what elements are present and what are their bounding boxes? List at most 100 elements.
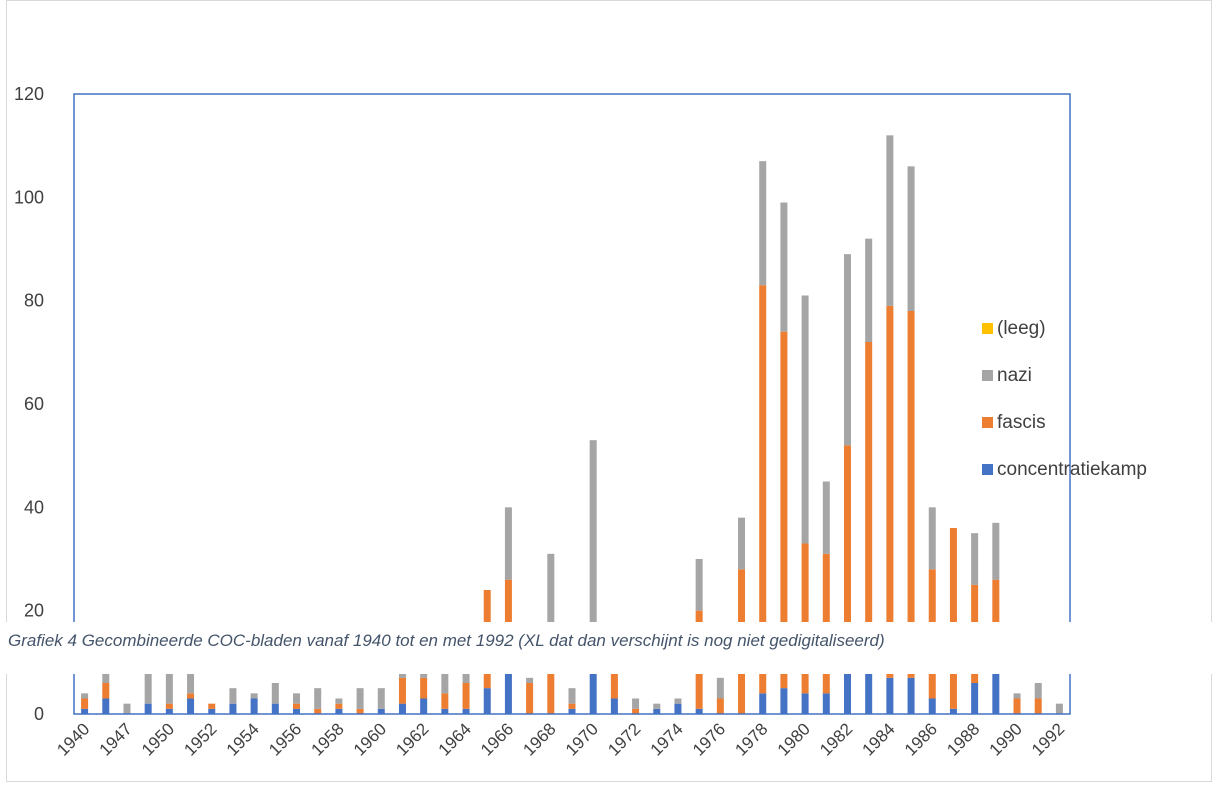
bar-segment-nazi-1951 (187, 672, 195, 694)
bar-segment-nazi-1972 (632, 698, 640, 709)
bar-segment-nazi-1957 (314, 688, 322, 709)
bar-segment-concentratiekamp-1985 (907, 677, 915, 714)
x-tick-label: 1960 (350, 719, 390, 759)
bar-segment-concentratiekamp-1965 (483, 688, 491, 714)
bar-segment-concentratiekamp-1975 (695, 708, 703, 714)
bar-segment-nazi-1969 (568, 688, 576, 704)
bar-segment-concentratiekamp-1951 (187, 698, 195, 714)
bar-segment-fascis-1985 (907, 311, 915, 678)
bar-segment-fascis-1972 (632, 708, 640, 714)
x-tick-label: 1974 (647, 719, 687, 759)
x-tick-label: 1992 (1028, 719, 1068, 759)
bar-segment-concentratiekamp-1987 (949, 708, 957, 714)
y-tick-label: 80 (24, 291, 44, 311)
bar-segment-fascis-1969 (568, 703, 576, 709)
bar-segment-nazi-1964 (462, 672, 470, 683)
bar-segment-fascis-1959 (356, 708, 364, 714)
x-tick-label: 1986 (901, 719, 941, 759)
bar-segment-nazi-1963 (441, 672, 449, 694)
x-tick-label: 1958 (308, 719, 348, 759)
x-tick-label: 1970 (562, 719, 602, 759)
bar-segment-fascis-1980 (801, 543, 809, 694)
bar-segment-concentratiekamp-1979 (780, 688, 788, 714)
bar-segment-nazi-1976 (716, 677, 724, 699)
x-tick-label: 1978 (731, 719, 771, 759)
bar-segment-nazi-1970 (589, 440, 597, 663)
bar-segment-nazi-1961 (398, 672, 406, 678)
bar-segment-concentratiekamp-1961 (398, 703, 406, 714)
bar-segment-concentratiekamp-1978 (759, 693, 767, 714)
bar-segment-concentratiekamp-1986 (928, 698, 936, 714)
x-tick-labels: 1940 1947 1950 1952 1954 1956 1958 1960 1962 1964… (53, 719, 1068, 759)
bar-segment-nazi-1967 (526, 677, 534, 683)
bar-segment-fascis-1956 (293, 703, 301, 709)
x-tick-label: 1940 (53, 719, 93, 759)
x-tick-label: 1990 (986, 719, 1026, 759)
bar-segment-nazi-1958 (335, 698, 343, 704)
legend-label: fascis (997, 412, 1046, 433)
bar-segment-nazi-1968 (547, 553, 555, 673)
bar-segment-fascis-1968 (547, 672, 555, 714)
bar-segment-concentratiekamp-1969 (568, 708, 576, 714)
x-tick-label: 1947 (96, 719, 136, 759)
bar-segment-concentratiekamp-1973 (653, 708, 661, 714)
bar-segment-concentratiekamp-1964 (462, 708, 470, 714)
bar-segment-concentratiekamp-1956 (293, 708, 301, 714)
bar-segment-concentratiekamp-1983 (865, 662, 873, 714)
bar-segment-concentratiekamp-1963 (441, 708, 449, 714)
bar-segment-nazi-1956 (293, 693, 301, 704)
y-tick-label: 0 (34, 704, 44, 724)
x-tick-label: 1950 (138, 719, 178, 759)
bar-segment-fascis-1950 (165, 703, 173, 709)
legend-swatch (982, 417, 993, 428)
bar-segment-concentratiekamp-1954 (250, 698, 258, 714)
bar-segment-nazi-1973 (653, 703, 661, 709)
bar-segment-concentratiekamp-1955 (271, 703, 279, 714)
x-tick-label: 1980 (774, 719, 814, 759)
bar-segment-concentratiekamp-1949 (144, 703, 152, 714)
bar-segment-fascis-1957 (314, 708, 322, 714)
bar-segment-nazi-1985 (907, 166, 915, 311)
x-tick-label: 1954 (223, 719, 263, 759)
x-tick-label: 1956 (265, 719, 305, 759)
bar-segment-concentratiekamp-1962 (420, 698, 428, 714)
x-tick-label: 1982 (816, 719, 856, 759)
legend: (leeg) nazi fascis concentratiekamp (982, 318, 1147, 480)
bar-segment-nazi-1986 (928, 507, 936, 570)
bar-segment-fascis-1978 (759, 285, 767, 694)
bar-segment-nazi-1966 (504, 507, 512, 580)
y-tick-label: 120 (14, 84, 44, 104)
bar-segment-nazi-1946 (102, 672, 110, 683)
bar-segment-fascis-1958 (335, 703, 343, 709)
bar-segment-fascis-1984 (886, 305, 894, 678)
figure-caption: Grafiek 4 Gecombineerde COC-bladen vanaf… (8, 631, 885, 650)
axes-layer (73, 93, 1071, 715)
bar-segment-fascis-1962 (420, 677, 428, 699)
bar-segment-fascis-1976 (716, 698, 724, 714)
bar-segment-fascis-1952 (208, 703, 216, 709)
bar-segment-fascis-1991 (1034, 698, 1042, 714)
y-tick-label: 20 (24, 601, 44, 621)
legend-swatch (982, 323, 993, 334)
y-tick-label: 60 (24, 394, 44, 414)
caption-band (0, 622, 1218, 674)
bar-segment-fascis-1971 (610, 672, 618, 699)
x-tick-label: 1966 (477, 719, 517, 759)
bar-segment-nazi-1960 (377, 688, 385, 709)
x-tick-label: 1972 (604, 719, 644, 759)
bar-segment-fascis-1963 (441, 693, 449, 709)
bar-segment-nazi-1962 (420, 672, 428, 678)
bar-segment-nazi-1950 (165, 672, 173, 704)
bar-segment-nazi-1979 (780, 202, 788, 332)
bar-segment-nazi-1947 (123, 703, 131, 714)
bar-segment-fascis-1990 (1013, 698, 1021, 714)
legend-swatch (982, 370, 993, 381)
y-tick-labels: 0 20 40 60 80 100 120 (14, 84, 44, 724)
bar-segment-nazi-1981 (822, 481, 830, 554)
bar-segment-nazi-1954 (250, 693, 258, 699)
bar-segment-concentratiekamp-1971 (610, 698, 618, 714)
bar-segment-concentratiekamp-1982 (843, 672, 851, 714)
bar-segment-nazi-1975 (695, 559, 703, 611)
bar-segment-nazi-1989 (992, 522, 1000, 580)
